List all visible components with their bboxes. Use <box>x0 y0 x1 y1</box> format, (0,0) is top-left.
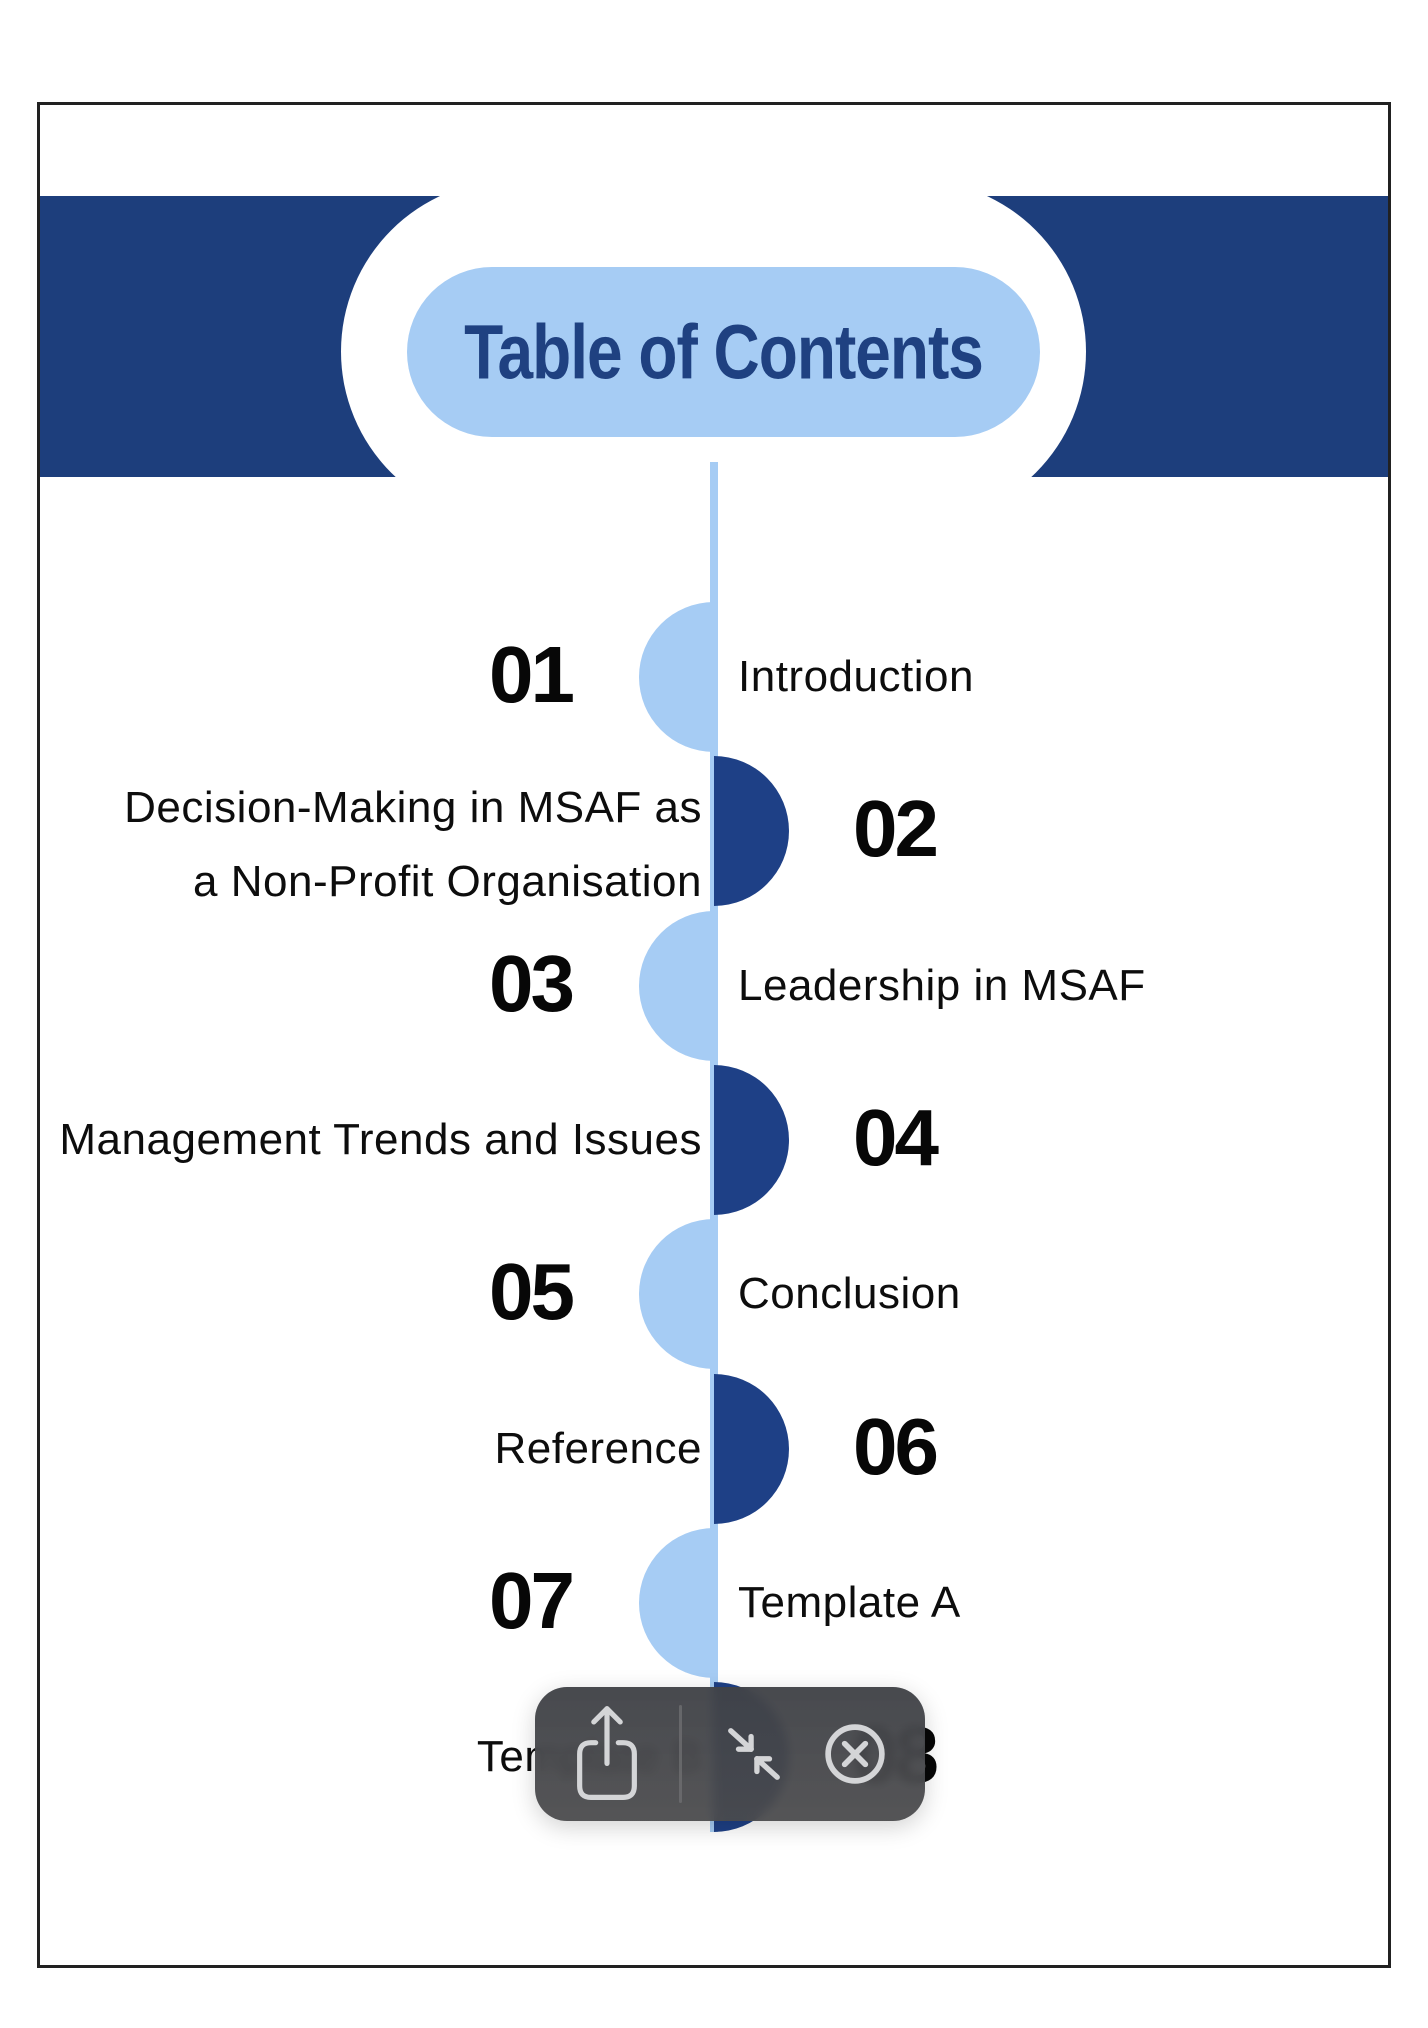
toc-item-number: 02 <box>853 784 939 874</box>
toc-item-number: 05 <box>489 1247 575 1337</box>
toc-item-number: 07 <box>489 1556 575 1646</box>
toc-item-label: Management Trends and Issues <box>59 1115 702 1164</box>
toc-item-number: 03 <box>489 939 575 1029</box>
toolbar-divider <box>679 1705 682 1803</box>
close-circle-icon <box>825 1724 885 1784</box>
title-pill: Table of Contents <box>407 267 1040 437</box>
shrink-icon <box>728 1728 780 1780</box>
toc-item-label: Reference <box>494 1424 702 1473</box>
page-title: Table of Contents <box>464 308 984 396</box>
viewer-toolbar <box>535 1687 925 1821</box>
toc-item-label: Decision-Making in MSAF as a Non-Profit … <box>124 783 702 906</box>
toc-item-number: 01 <box>489 630 575 720</box>
toc-item-number: 06 <box>853 1402 939 1492</box>
toc-item-number: 04 <box>853 1093 939 1183</box>
shrink-button[interactable] <box>706 1687 802 1821</box>
toc-item-label: Conclusion <box>738 1269 961 1318</box>
toc-item-label: Template A <box>738 1578 961 1627</box>
toc-item-label: Introduction <box>738 652 974 701</box>
share-icon <box>577 1706 637 1800</box>
close-button[interactable] <box>807 1687 903 1821</box>
toc-item-label: Leadership in MSAF <box>738 961 1146 1010</box>
share-button[interactable] <box>559 1687 655 1821</box>
